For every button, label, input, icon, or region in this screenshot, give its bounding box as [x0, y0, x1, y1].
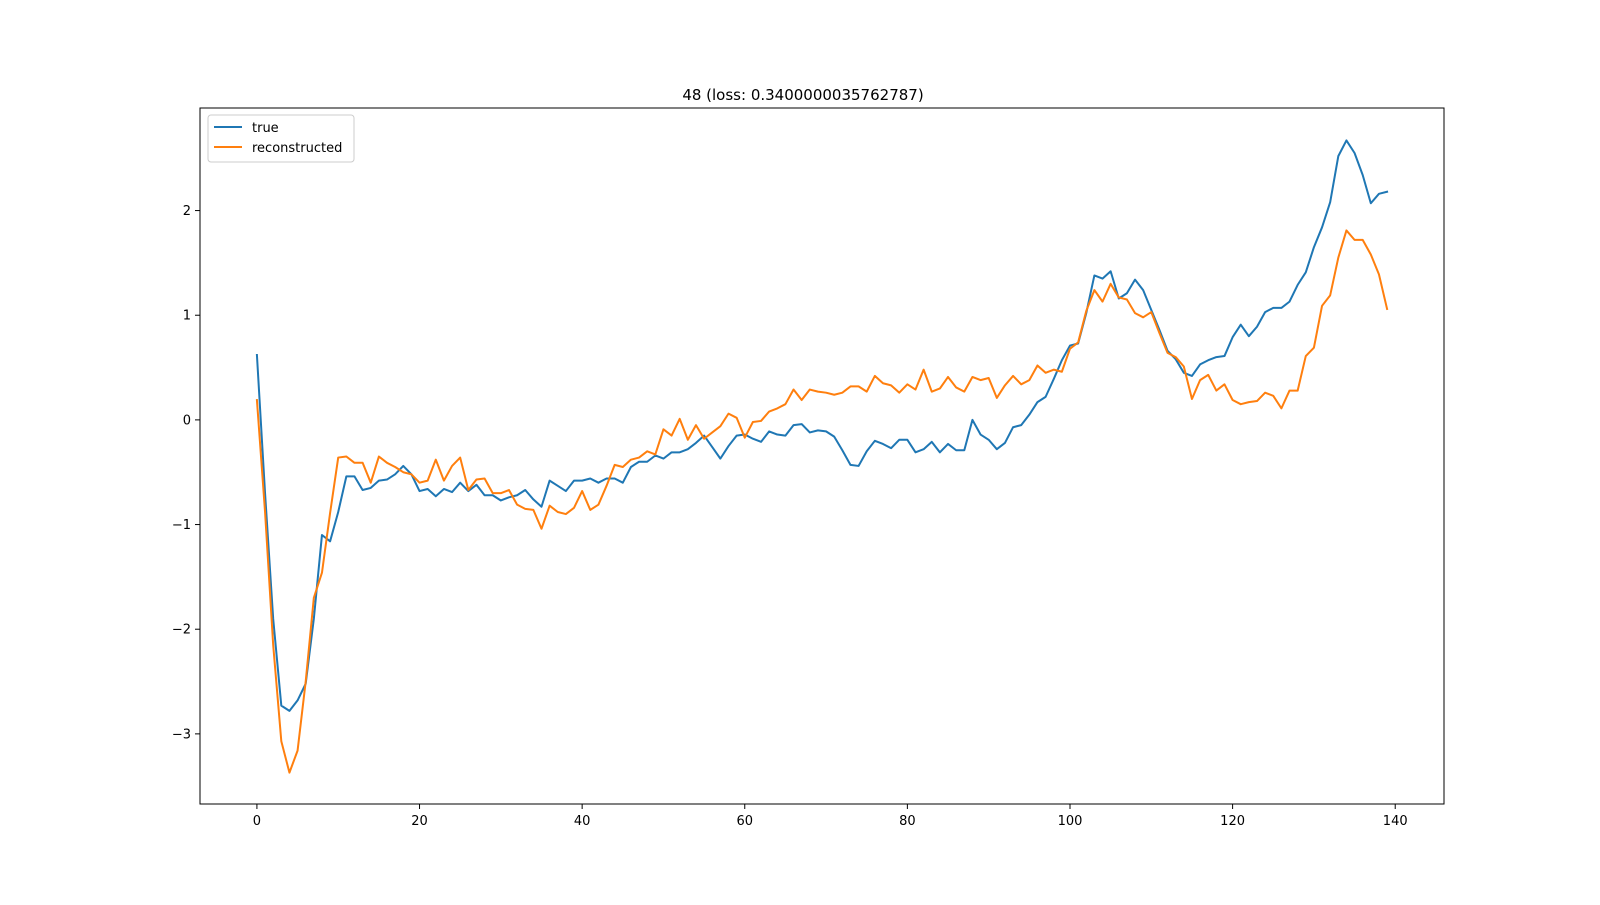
legend-label-true: true — [252, 121, 279, 136]
y-tick-label: −1 — [172, 518, 191, 533]
y-tick-label: 2 — [183, 204, 191, 219]
legend-label-reconstructed: reconstructed — [252, 141, 342, 156]
x-tick-label: 20 — [411, 814, 428, 829]
y-tick-label: −2 — [172, 623, 191, 638]
x-tick-label: 40 — [574, 814, 591, 829]
y-tick-label: 1 — [183, 309, 191, 324]
y-tick-label: 0 — [183, 413, 191, 428]
chart-title: 48 (loss: 0.3400000035762787) — [682, 86, 923, 104]
x-tick-label: 120 — [1220, 814, 1245, 829]
x-tick-label: 0 — [253, 814, 261, 829]
x-tick-label: 80 — [899, 814, 916, 829]
y-tick-label: −3 — [172, 727, 191, 742]
legend: true reconstructed — [208, 115, 354, 162]
x-tick-label: 60 — [736, 814, 753, 829]
x-tick-label: 100 — [1058, 814, 1083, 829]
x-tick-label: 140 — [1383, 814, 1408, 829]
